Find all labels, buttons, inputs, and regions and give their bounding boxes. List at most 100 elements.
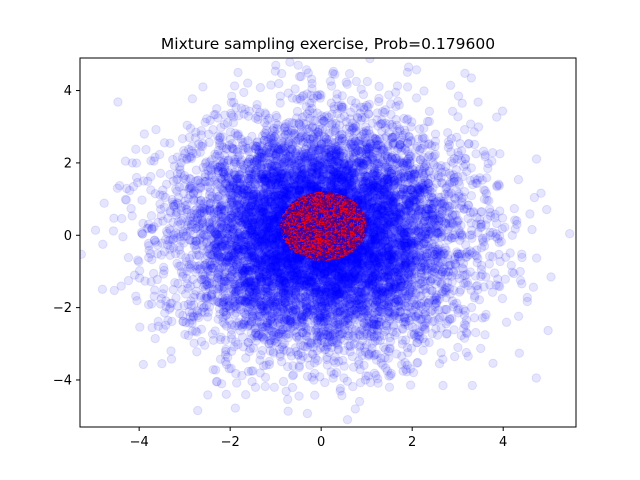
- data-point: [151, 124, 161, 135]
- data-point: [330, 183, 340, 193]
- data-point: [116, 281, 126, 291]
- data-point: [310, 304, 321, 315]
- data-point: [456, 146, 467, 156]
- data-point: [168, 217, 178, 228]
- data-point: [182, 120, 192, 130]
- data-point: [196, 336, 207, 347]
- data-point: [320, 290, 330, 301]
- data-point: [531, 154, 542, 164]
- data-point: [449, 210, 460, 220]
- data-point: [333, 344, 343, 354]
- data-point: [262, 303, 272, 314]
- data-point: [243, 78, 253, 88]
- data-point: [276, 261, 287, 271]
- data-point: [229, 81, 240, 91]
- data-point: [208, 365, 218, 375]
- data-point: [406, 240, 417, 251]
- data-point: [203, 390, 213, 400]
- data-point: [232, 184, 242, 194]
- data-point: [411, 93, 422, 103]
- data-point: [90, 225, 101, 235]
- data-point: [146, 277, 156, 287]
- data-point: [285, 192, 296, 202]
- data-point: [348, 122, 358, 133]
- data-point: [531, 373, 541, 383]
- data-point: [295, 158, 306, 168]
- data-point: [167, 194, 177, 205]
- data-point: [151, 237, 161, 247]
- data-point: [304, 282, 314, 293]
- data-point: [513, 174, 524, 185]
- data-point: [440, 243, 450, 253]
- data-point: [265, 180, 276, 190]
- data-point: [170, 249, 181, 259]
- data-point: [232, 378, 242, 388]
- data-point: [379, 283, 390, 293]
- data-point: [262, 225, 272, 236]
- data-point: [340, 272, 351, 282]
- data-point: [137, 195, 147, 205]
- data-point: [445, 80, 456, 91]
- data-point: [236, 159, 246, 169]
- data-point: [283, 406, 293, 416]
- data-point: [378, 283, 388, 293]
- data-point: [286, 270, 296, 280]
- data-point: [434, 294, 445, 304]
- data-point: [373, 306, 384, 316]
- data-point: [99, 198, 109, 208]
- data-point: [453, 112, 463, 122]
- data-point: [398, 259, 409, 269]
- data-point: [214, 297, 225, 308]
- data-point: [256, 229, 266, 239]
- data-point: [420, 207, 430, 217]
- data-point: [390, 297, 400, 308]
- data-point: [264, 186, 275, 196]
- data-point: [293, 60, 303, 70]
- data-point: [238, 208, 248, 218]
- data-point: [375, 258, 385, 269]
- data-point: [384, 275, 395, 285]
- data-point: [123, 252, 134, 263]
- data-point: [390, 233, 400, 243]
- data-point: [392, 81, 403, 91]
- data-point: [317, 274, 328, 284]
- data-point: [159, 265, 169, 276]
- data-point: [376, 231, 386, 242]
- data-point: [250, 200, 260, 210]
- data-point: [282, 195, 292, 206]
- data-point: [267, 210, 277, 220]
- data-point: [192, 347, 202, 357]
- data-point: [376, 145, 386, 156]
- data-point: [343, 171, 354, 182]
- data-point: [97, 284, 108, 294]
- data-point: [113, 97, 123, 107]
- data-point: [344, 69, 355, 79]
- data-point: [299, 259, 309, 269]
- data-point: [386, 152, 397, 163]
- data-point: [383, 219, 393, 229]
- data-point: [243, 226, 253, 236]
- data-point: [339, 335, 349, 345]
- data-point: [272, 267, 282, 277]
- data-point: [351, 76, 361, 87]
- data-point: [461, 347, 471, 358]
- data-point: [320, 377, 330, 388]
- data-point: [246, 266, 256, 276]
- data-point: [312, 108, 322, 118]
- data-point: [138, 359, 149, 370]
- data-point: [274, 267, 284, 277]
- data-point: [166, 354, 177, 364]
- data-point: [351, 259, 361, 269]
- data-point: [266, 80, 276, 90]
- data-point: [444, 179, 455, 189]
- data-point: [269, 214, 279, 225]
- data-point: [283, 394, 293, 405]
- data-point: [441, 285, 451, 296]
- data-point: [242, 299, 253, 309]
- data-point: [344, 308, 354, 318]
- data-point: [373, 262, 384, 272]
- data-point: [525, 209, 535, 219]
- data-point: [292, 189, 302, 199]
- data-point: [207, 329, 218, 339]
